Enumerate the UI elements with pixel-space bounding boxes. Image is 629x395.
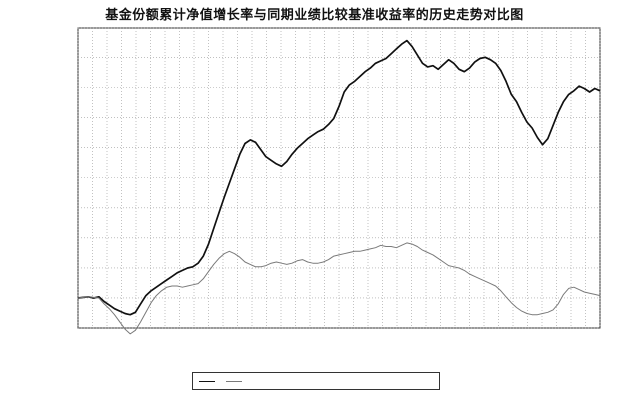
legend-swatch-fund bbox=[199, 380, 215, 382]
series-lines bbox=[77, 39, 601, 335]
legend-swatch-benchmark bbox=[226, 380, 242, 382]
legend-item-fund bbox=[199, 380, 218, 382]
chart-title: 基金份额累计净值增长率与同期业绩比较基准收益率的历史走势对比图 bbox=[105, 8, 524, 23]
legend bbox=[192, 372, 440, 390]
grid-lines bbox=[77, 27, 601, 329]
series-line-benchmark bbox=[77, 242, 601, 335]
series-line-fund bbox=[77, 39, 601, 316]
legend-item-benchmark bbox=[226, 380, 245, 382]
